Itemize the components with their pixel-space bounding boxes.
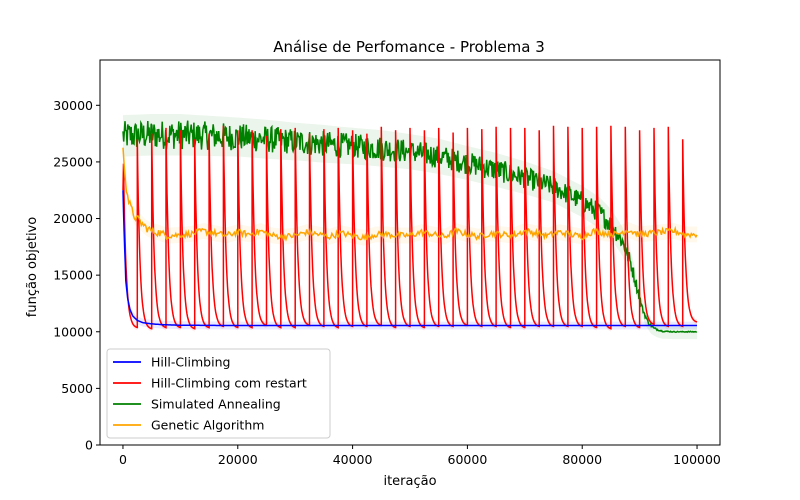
- x-tick-label: 20000: [218, 452, 258, 467]
- y-tick-label: 20000: [53, 211, 93, 226]
- y-tick-label: 15000: [53, 268, 93, 283]
- y-tick-label: 0: [85, 438, 93, 453]
- y-tick-label: 30000: [53, 98, 93, 113]
- legend: Hill-Climbing Hill-Climbing com restart Si…: [106, 348, 331, 439]
- x-tick-label: 60000: [448, 452, 488, 467]
- y-tick-label: 5000: [61, 381, 93, 396]
- x-tick-label: 80000: [562, 452, 602, 467]
- legend-label: Hill-Climbing com restart: [151, 376, 307, 391]
- x-tick-label: 0: [119, 452, 127, 467]
- series-line-genetic-algorithm: [122, 147, 698, 242]
- series-line-hill-climbing: [122, 190, 697, 327]
- x-tick-label: 40000: [333, 452, 373, 467]
- legend-box: [106, 348, 331, 439]
- plot-frame: [99, 59, 721, 446]
- legend-label: Simulated Annealing: [151, 397, 281, 412]
- chart-title: Análise de Perfomance - Problema 3: [273, 38, 545, 56]
- series-line-hill-climbing-restart: [122, 125, 698, 330]
- x-axis-label: iteração: [383, 474, 436, 489]
- y-axis-label: função objetivo: [25, 217, 40, 317]
- legend-label: Hill-Climbing: [151, 355, 230, 370]
- legend-label: Genetic Algorithm: [151, 418, 264, 433]
- y-tick-label: 25000: [53, 154, 93, 169]
- y-tick-label: 10000: [53, 324, 93, 339]
- x-tick-label: 100000: [673, 452, 721, 467]
